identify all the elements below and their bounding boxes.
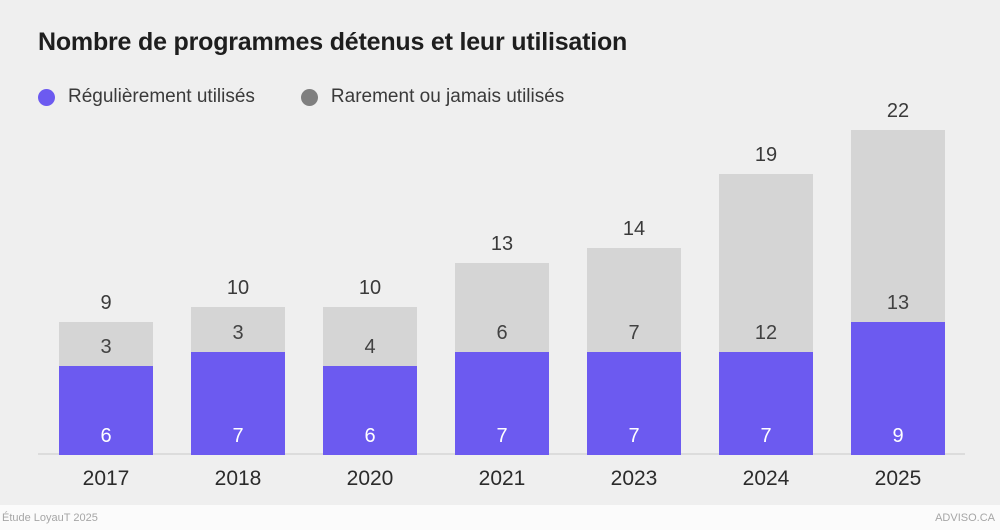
brand-note: ADVISO.CA [935,511,995,524]
bar-segment-regular: 6 [59,366,153,455]
bar-total-label: 19 [754,144,778,167]
bar-total-label: 9 [100,292,112,315]
bar-column-2020: 10 4 6 2020 [323,277,417,490]
bar-segment-regular: 9 [851,322,945,455]
legend-swatch-regular-icon [38,88,55,106]
page-title: Nombre de programmes détenus et leur uti… [38,28,628,56]
bar-total-label: 13 [490,233,514,256]
x-axis-label-2018: 2018 [214,467,262,490]
bar-column-2025: 22 13 9 2025 [851,100,945,490]
bar-value-rare: 3 [100,336,112,359]
source-note: Étude LoyauT 2025 [2,511,98,524]
bar-segment-rare: 7 [587,248,681,352]
legend-swatch-rare-icon [300,88,318,106]
bar-segment-rare: 6 [455,263,549,352]
x-axis-label-2017: 2017 [82,467,130,490]
bar-segment-regular: 7 [587,351,681,455]
bar-column-2023: 14 7 7 2023 [587,218,681,490]
legend-label-regular: Régulièrement utilisés [68,86,255,107]
x-axis-label-2025: 2025 [874,467,922,490]
bar-segment-rare: 4 [323,307,417,367]
bar-segment-rare: 3 [191,307,285,352]
bar-column-2024: 19 12 7 2024 [719,144,813,490]
bar-value-rare: 6 [496,321,508,344]
bar-segment-rare: 13 [851,130,945,323]
bar-value-regular: 6 [364,425,376,447]
x-axis-label-2023: 2023 [610,467,658,490]
legend-item-rare: Rarement ou jamais utilisés [300,86,565,108]
bar-column-2018: 10 3 7 2018 [191,277,285,490]
bar-segment-regular: 6 [323,366,417,455]
bar-value-regular: 7 [628,425,640,447]
bar-value-regular: 6 [100,425,112,447]
bar-segment-rare: 12 [719,174,813,352]
bar-column-2021: 13 6 7 2021 [455,233,549,490]
legend: Régulièrement utilisés Rarement ou jamai… [38,86,564,108]
bar-value-regular: 7 [760,425,772,447]
bar-total-label: 14 [622,218,646,241]
legend-item-regular: Régulièrement utilisés [38,86,255,108]
bar-value-rare: 7 [628,321,640,344]
bar-value-regular: 7 [496,425,508,447]
x-axis-label-2020: 2020 [346,467,394,490]
bar-value-regular: 9 [892,425,904,447]
plot-area: 9 3 6 2017 10 3 7 2018 10 4 6 2020 13 6 7 2021 14 7 7 2023 1… [59,0,945,490]
bar-total-label: 22 [886,100,910,123]
bar-column-2017: 9 3 6 2017 [59,292,153,490]
bar-total-label: 10 [226,277,250,300]
bar-value-rare: 13 [886,292,910,315]
legend-label-rare: Rarement ou jamais utilisés [330,86,565,107]
bar-segment-regular: 7 [455,351,549,455]
bar-segment-regular: 7 [191,351,285,455]
bar-segment-rare: 3 [59,322,153,367]
x-axis-label-2024: 2024 [742,467,790,490]
bar-value-rare: 3 [232,321,244,344]
x-axis-label-2021: 2021 [478,467,526,490]
bar-segment-regular: 7 [719,351,813,455]
bar-value-rare: 4 [364,336,376,359]
bar-value-regular: 7 [232,425,244,447]
footer-bar: Étude LoyauT 2025 ADVISO.CA [0,505,1000,530]
bar-total-label: 10 [358,277,382,300]
bar-value-rare: 12 [754,321,778,344]
